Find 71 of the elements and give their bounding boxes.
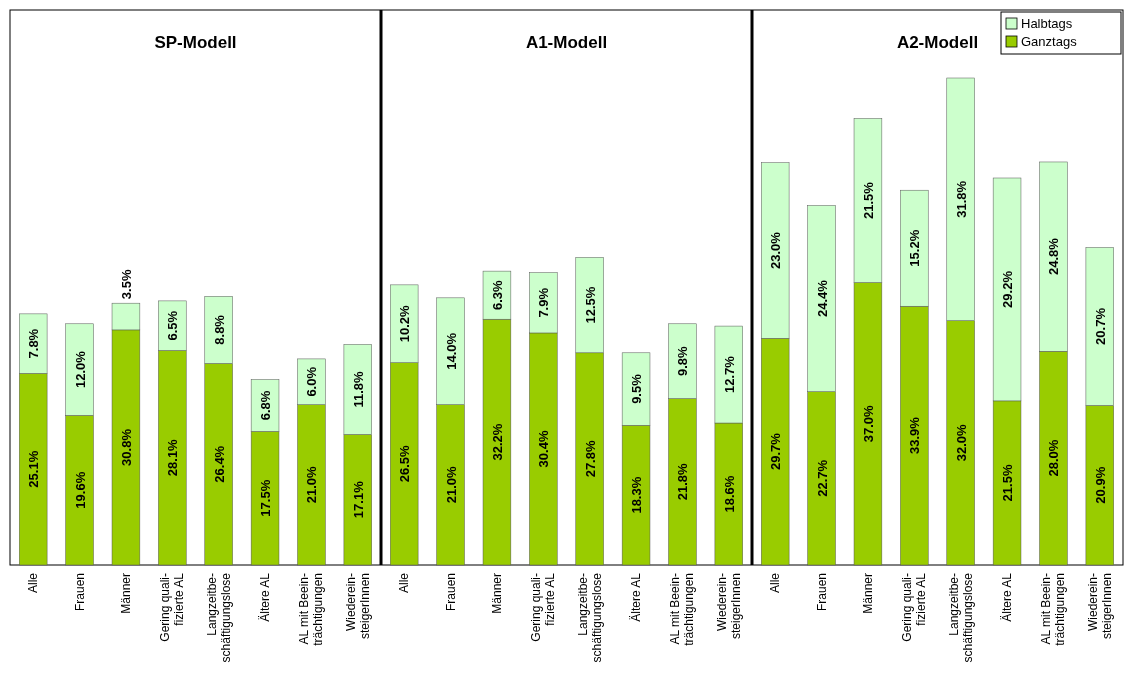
data-label: 26.5% [397,445,413,483]
data-label: 27.8% [582,440,598,478]
data-label: 26.4% [211,445,227,483]
data-label: 24.4% [814,279,830,318]
data-label: 17.1% [350,480,366,519]
data-label: 37.0% [860,404,876,443]
x-tick-label: Männer [118,573,133,614]
data-label: 21.5% [860,181,876,219]
data-label: 9.5% [629,373,645,404]
x-tick-label: AL mit Beein- trächtigungen [297,573,326,646]
x-tick-label: AL mit Beein- trächtigungen [1039,573,1068,646]
x-tick-label: Männer [860,573,875,614]
data-label: 32.0% [953,424,969,462]
data-label: 33.9% [907,416,923,455]
data-label: 21.0% [304,465,320,504]
x-tick-label: Frauen [814,573,829,612]
x-tick-label: Alle [768,572,783,594]
x-tick-label: Alle [26,572,41,594]
data-label: 22.7% [814,459,830,497]
data-label: 7.8% [26,328,42,359]
data-label: 28.1% [165,438,181,477]
x-tick-label: Frauen [72,573,87,612]
data-label: 18.6% [721,475,737,513]
x-tick-label: Ältere AL [629,572,644,622]
data-label: 14.0% [443,332,459,370]
data-label: 6.0% [304,366,320,397]
text: A1-Modell [525,33,608,52]
data-label: 25.1% [26,450,42,488]
data-label: 12.0% [72,350,88,389]
data-label: 30.4% [536,430,552,468]
data-label: 30.8% [118,428,134,466]
data-label: 8.8% [211,314,227,345]
x-tick-label: Frauen [443,573,458,612]
data-label: 29.2% [1000,270,1016,308]
data-label: 6.3% [489,279,505,310]
data-label: 6.8% [258,390,274,421]
legend-label: Halbtags [1021,16,1073,31]
data-label: 23.0% [768,231,784,269]
data-label: 6.5% [165,310,181,341]
x-tick-label: Alle [397,572,412,594]
data-label: 7.9% [536,287,552,318]
text: SP-Modell [154,33,237,52]
data-label: 12.5% [582,286,598,324]
data-label: 21.0% [443,465,459,504]
data-label: 19.6% [72,471,88,509]
x-tick-label: Gering quali- fizierte AL [529,572,558,642]
data-label: 10.2% [397,304,413,343]
data-label: 15.2% [907,229,923,267]
data-label: 29.7% [768,432,784,471]
text: A2-Modell [896,33,979,52]
x-tick-label: AL mit Beein- trächtigungen [668,573,697,646]
x-tick-label: Ältere AL [258,572,273,622]
data-label: 32.2% [489,423,505,461]
x-tick-label: Gering quali- fizierte AL [900,572,929,642]
x-tick-label: Männer [489,573,504,614]
data-label: 3.5% [118,269,134,300]
x-tick-label: Gering quali- fizierte AL [158,572,187,642]
data-label: 31.8% [953,180,969,218]
data-label: 21.5% [1000,464,1016,502]
data-label: 18.3% [629,476,645,514]
x-tick-label: Ältere AL [1000,572,1015,622]
data-label: 9.8% [675,345,691,377]
data-label: 20.9% [1092,466,1108,504]
legend-label: Ganztags [1021,34,1078,49]
data-label: 12.7% [721,355,737,393]
data-label: 28.0% [1046,439,1062,477]
data-label: 21.8% [675,462,691,501]
data-label: 11.8% [350,370,366,408]
data-label: 20.7% [1092,307,1108,345]
data-label: 24.8% [1046,237,1062,276]
data-label: 17.5% [258,479,274,517]
